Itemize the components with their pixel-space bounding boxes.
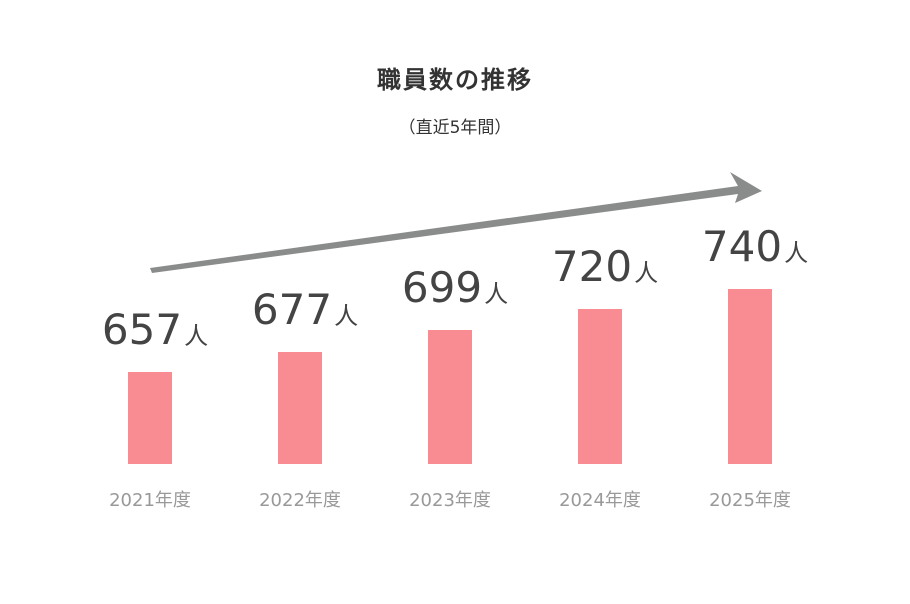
value-label: 657人 xyxy=(102,305,208,354)
bar xyxy=(728,289,772,464)
value-label: 699人 xyxy=(402,263,508,312)
value-label: 740人 xyxy=(702,222,808,271)
value-label: 720人 xyxy=(552,242,658,291)
bar xyxy=(578,309,622,464)
bar xyxy=(428,330,472,464)
bar xyxy=(278,352,322,464)
x-tick-label: 2024年度 xyxy=(559,490,641,511)
value-label: 677人 xyxy=(252,285,358,334)
chart-subtitle: （直近5年間） xyxy=(399,118,512,138)
trend-arrow xyxy=(150,172,762,273)
x-tick-label: 2023年度 xyxy=(409,490,491,511)
x-tick-label: 2021年度 xyxy=(109,490,191,511)
bar xyxy=(128,372,172,464)
x-tick-label: 2025年度 xyxy=(709,490,791,511)
chart-title: 職員数の推移 xyxy=(377,66,533,94)
x-tick-label: 2022年度 xyxy=(259,490,341,511)
